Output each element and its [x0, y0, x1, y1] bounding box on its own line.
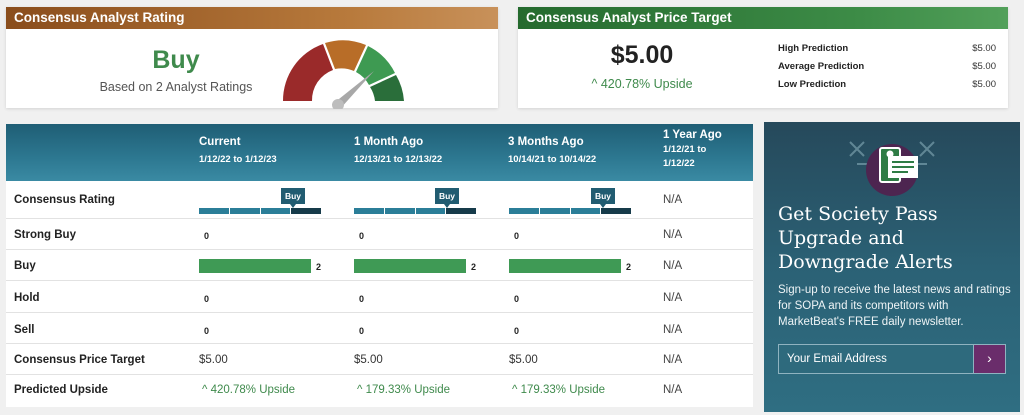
- buy-count-bar: [354, 259, 466, 273]
- cell-value: 0: [204, 294, 210, 304]
- table-row-predicted-upside: Predicted Upside ^ 420.78% Upside ^ 179.…: [6, 375, 753, 407]
- consensus-rating-value: Buy: [152, 46, 200, 74]
- cell-value: $5.00: [199, 354, 228, 366]
- cell-value: 0: [359, 294, 365, 304]
- cell-value: 0: [514, 294, 520, 304]
- cell-value: $5.00: [509, 354, 538, 366]
- buy-count-bar: [509, 259, 621, 273]
- cell-value: N/A: [663, 354, 683, 366]
- newsletter-icon: [849, 141, 935, 196]
- promo-description: Sign-up to receive the latest news and r…: [778, 284, 1011, 328]
- column-header-current: Current 1/12/22 to 1/12/23: [199, 136, 277, 165]
- row-label: Buy: [14, 260, 36, 272]
- column-header-3-months: 3 Months Ago 10/14/21 to 10/14/22: [508, 136, 597, 165]
- promo-title: Get Society Pass Upgrade and Downgrade A…: [778, 203, 953, 273]
- upside-cell: ^ 420.78% Upside: [202, 384, 295, 396]
- table-row-price-target: Consensus Price Target $5.00 $5.00 $5.00…: [6, 344, 753, 375]
- table-header: Current 1/12/22 to 1/12/23 1 Month Ago 1…: [6, 124, 753, 181]
- arrow-up-icon: ^: [357, 384, 366, 396]
- prediction-table: High Prediction $5.00 Average Prediction…: [778, 40, 996, 94]
- column-header-1-year: 1 Year Ago 1/12/21 to 1/12/22: [663, 129, 722, 169]
- ratings-history-table: Current 1/12/22 to 1/12/23 1 Month Ago 1…: [6, 124, 753, 407]
- table-row-buy: Buy 2 2 2 N/A: [6, 250, 753, 281]
- consensus-rating-card: Consensus Analyst Rating Buy Based on 2 …: [6, 7, 498, 109]
- cell-value: 2: [471, 262, 477, 272]
- row-label: Consensus Rating: [14, 194, 115, 206]
- cell-value: 2: [626, 262, 632, 272]
- cell-value: 0: [514, 231, 520, 241]
- table-row-strong-buy: Strong Buy 0 0 0 N/A: [6, 219, 753, 250]
- buy-rating-marker: Buy: [281, 188, 305, 208]
- high-prediction-row: High Prediction $5.00: [778, 43, 996, 54]
- cell-value: N/A: [663, 384, 683, 396]
- arrow-up-icon: ^: [591, 77, 598, 91]
- row-label: Sell: [14, 324, 35, 336]
- cell-value: 2: [316, 262, 322, 272]
- row-label: Hold: [14, 292, 40, 304]
- cell-value: 0: [204, 326, 210, 336]
- mini-rating-gauge: [509, 208, 632, 214]
- cell-value: N/A: [663, 324, 683, 336]
- cell-value: 0: [204, 231, 210, 241]
- newsletter-signup-panel: Get Society Pass Upgrade and Downgrade A…: [764, 122, 1020, 412]
- buy-rating-marker: Buy: [591, 188, 615, 208]
- upside-cell: ^ 179.33% Upside: [357, 384, 450, 396]
- cell-value: 0: [359, 231, 365, 241]
- cell-value: $5.00: [354, 354, 383, 366]
- low-prediction-row: Low Prediction $5.00: [778, 79, 996, 90]
- row-label: Strong Buy: [14, 229, 76, 241]
- price-target-card: Consensus Analyst Price Target $5.00 ^ 4…: [518, 7, 1008, 108]
- cell-value: N/A: [663, 194, 683, 206]
- cell-value: N/A: [663, 292, 683, 304]
- rating-subtitle: Based on 2 Analyst Ratings: [99, 80, 253, 94]
- cell-value: 0: [359, 326, 365, 336]
- subscribe-button[interactable]: ›: [973, 344, 1006, 374]
- cell-value: N/A: [663, 229, 683, 241]
- row-label: Consensus Price Target: [14, 354, 145, 366]
- price-target-upside: ^ 420.78% Upside: [591, 77, 693, 91]
- price-target-card-title: Consensus Analyst Price Target: [518, 7, 1008, 29]
- chevron-right-icon: ›: [987, 350, 992, 366]
- buy-count-bar: [199, 259, 311, 273]
- arrow-up-icon: ^: [512, 384, 521, 396]
- upside-cell: ^ 179.33% Upside: [512, 384, 605, 396]
- table-row-sell: Sell 0 0 0 N/A: [6, 313, 753, 344]
- table-row-hold: Hold 0 0 0 N/A: [6, 281, 753, 313]
- cell-value: N/A: [663, 260, 683, 272]
- email-input[interactable]: [778, 344, 974, 374]
- cell-value: 0: [514, 326, 520, 336]
- buy-rating-marker: Buy: [435, 188, 459, 208]
- column-header-1-month: 1 Month Ago 12/13/21 to 12/13/22: [354, 136, 443, 165]
- row-label: Predicted Upside: [14, 384, 108, 396]
- mini-rating-gauge: [354, 208, 477, 214]
- rating-card-title: Consensus Analyst Rating: [6, 7, 498, 29]
- arrow-up-icon: ^: [202, 384, 211, 396]
- rating-gauge-icon: [282, 40, 404, 109]
- average-prediction-row: Average Prediction $5.00: [778, 61, 996, 72]
- price-target-value: $5.00: [610, 41, 674, 69]
- table-row-consensus-rating: Consensus Rating Buy Buy Buy N/A: [6, 181, 753, 219]
- mini-rating-gauge: [199, 208, 322, 214]
